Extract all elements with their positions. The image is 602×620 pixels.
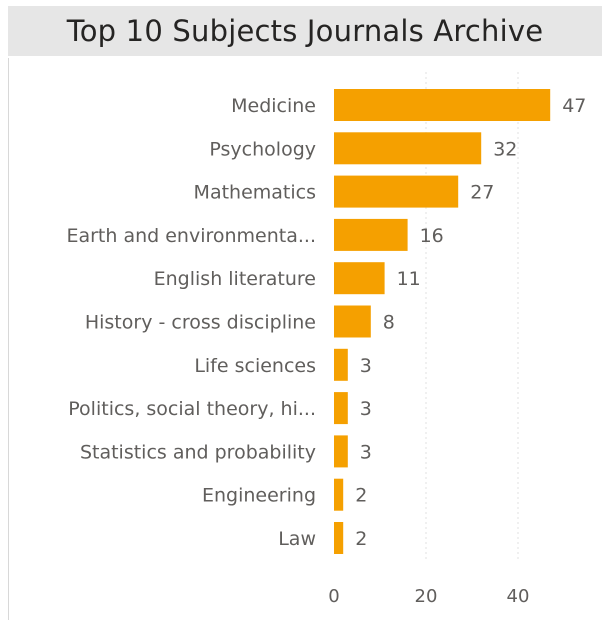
category-label-9: Engineering — [202, 485, 316, 507]
category-label-7: Politics, social theory, hi... — [68, 398, 316, 420]
chart-title-bar: Top 10 Subjects Journals Archive — [8, 6, 602, 56]
bar-8[interactable] — [334, 435, 348, 468]
value-label-6: 3 — [360, 355, 372, 377]
value-label-9: 2 — [355, 485, 367, 507]
bars — [334, 89, 551, 554]
category-label-5: History - cross discipline — [85, 312, 316, 334]
bar-0[interactable] — [334, 89, 551, 121]
value-label-4: 11 — [397, 268, 421, 290]
value-label-1: 32 — [493, 138, 517, 160]
value-label-8: 3 — [360, 441, 372, 463]
category-label-0: Medicine — [231, 95, 316, 117]
bar-1[interactable] — [334, 132, 482, 165]
category-label-3: Earth and environmenta... — [66, 225, 316, 247]
bar-6[interactable] — [334, 348, 348, 381]
x-tick-20: 20 — [415, 586, 438, 607]
category-label-8: Statistics and probability — [80, 441, 316, 463]
value-label-10: 2 — [355, 528, 367, 550]
category-label-4: English literature — [154, 268, 316, 290]
bar-5[interactable] — [334, 305, 371, 338]
chart-title: Top 10 Subjects Journals Archive — [66, 14, 544, 48]
category-label-2: Mathematics — [194, 182, 316, 204]
value-label-7: 3 — [360, 398, 372, 420]
category-labels: Medicine Psychology Mathematics Earth and e… — [66, 95, 316, 550]
category-label-1: Psychology — [209, 138, 316, 160]
value-label-3: 16 — [420, 225, 444, 247]
category-label-6: Life sciences — [194, 355, 316, 377]
bar-7[interactable] — [334, 392, 348, 425]
x-tick-0: 0 — [328, 586, 339, 607]
x-axis-ticks: 0 20 40 — [328, 586, 529, 607]
value-label-0: 47 — [562, 95, 586, 117]
value-label-2: 27 — [470, 182, 494, 204]
bar-10[interactable] — [334, 522, 344, 554]
bar-9[interactable] — [334, 478, 344, 511]
x-tick-40: 40 — [507, 586, 530, 607]
card-border — [8, 58, 9, 620]
bar-4[interactable] — [334, 262, 385, 295]
bar-3[interactable] — [334, 218, 408, 251]
value-label-5: 8 — [383, 312, 395, 334]
bar-2[interactable] — [334, 175, 459, 208]
category-label-10: Law — [278, 528, 316, 550]
